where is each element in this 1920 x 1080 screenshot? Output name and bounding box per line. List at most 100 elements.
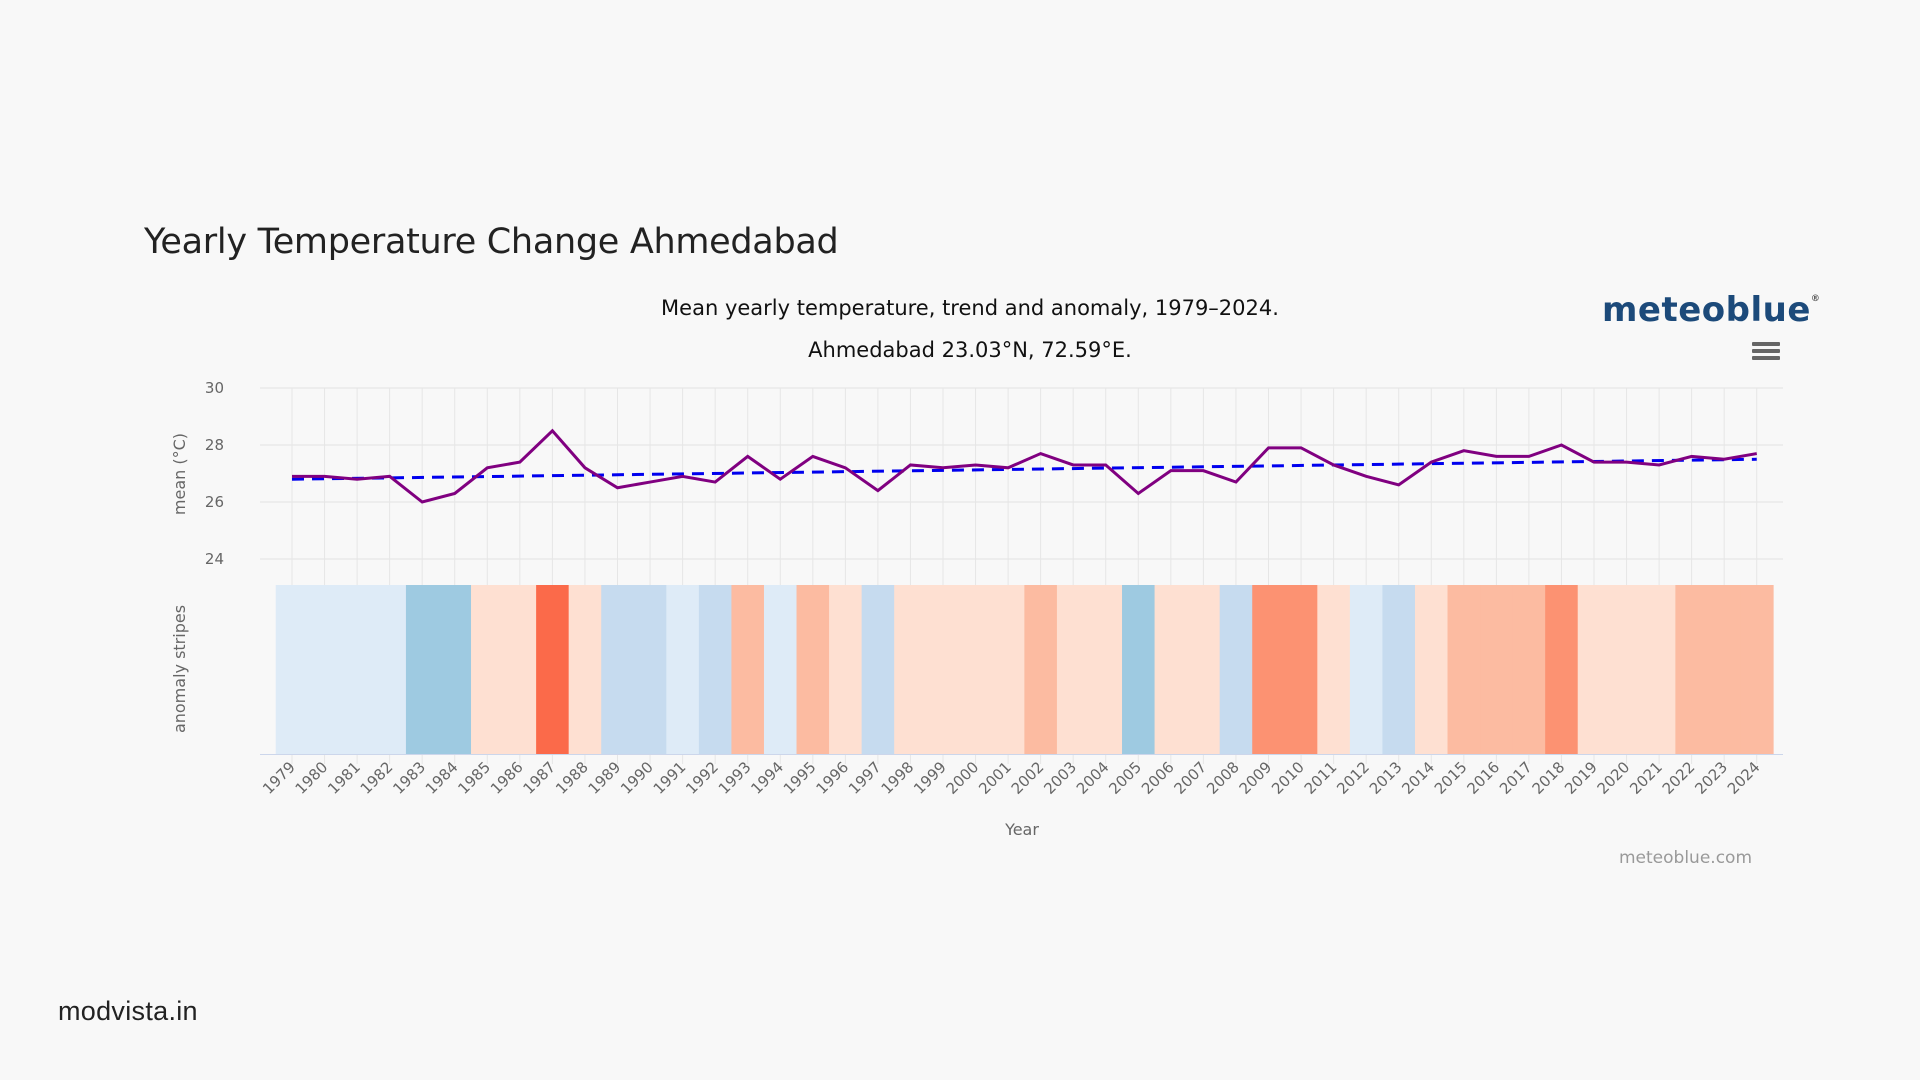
x-tick-label: 2003 <box>1040 758 1080 798</box>
anomaly-stripe-2017 <box>1512 585 1546 754</box>
x-tick-label: 2007 <box>1170 758 1210 798</box>
x-tick-label: 2010 <box>1268 758 1308 798</box>
x-tick-label: 1984 <box>422 758 462 798</box>
hamburger-menu-icon[interactable] <box>1752 340 1780 364</box>
x-tick-label: 2023 <box>1691 758 1731 798</box>
x-tick-label: 2022 <box>1659 758 1699 798</box>
anomaly-stripe-2007 <box>1187 585 1221 754</box>
stripes-axis-title: anomaly stripes <box>170 605 189 733</box>
mean-temperature-line <box>292 428 1758 504</box>
series-lines <box>291 428 1758 504</box>
x-tick-label: 2015 <box>1431 758 1471 798</box>
anomaly-stripe-2008 <box>1219 585 1253 754</box>
x-tick-label: 1998 <box>878 758 918 798</box>
x-tick-label: 2004 <box>1073 758 1113 798</box>
x-tick-label: 1986 <box>487 758 527 798</box>
anomaly-stripe-2001 <box>991 585 1025 754</box>
x-tick-label: 2024 <box>1724 758 1764 798</box>
x-tick-label: 1980 <box>292 758 332 798</box>
x-tick-label: 1981 <box>324 758 364 798</box>
x-tick-label: 2005 <box>1105 758 1145 798</box>
x-tick-label: 2012 <box>1333 758 1373 798</box>
source-credit-link[interactable]: meteoblue.com <box>1619 848 1753 868</box>
page-title: Yearly Temperature Change Ahmedabad <box>144 222 839 262</box>
x-tick-label: 1999 <box>910 758 950 798</box>
x-tick-label: 2014 <box>1398 758 1438 798</box>
anomaly-stripe-2020 <box>1610 585 1644 754</box>
anomaly-stripe-2003 <box>1056 585 1091 754</box>
anomaly-stripe-2016 <box>1480 585 1514 754</box>
anomaly-stripe-2000 <box>959 585 993 754</box>
x-tick-label: 1982 <box>357 758 397 798</box>
x-tick-label: 1990 <box>617 758 657 798</box>
anomaly-stripe-1997 <box>861 585 895 754</box>
anomaly-stripe-2023 <box>1707 585 1742 754</box>
x-tick-label: 2016 <box>1463 758 1503 798</box>
y-tick-label: 28 <box>205 436 224 454</box>
anomaly-stripe-2024 <box>1740 585 1774 754</box>
chart-title: Mean yearly temperature, trend and anoma… <box>661 296 1279 320</box>
anomaly-stripe-2012 <box>1349 585 1384 754</box>
x-tick-label: 2018 <box>1529 758 1569 798</box>
y-tick-label: 30 <box>205 379 224 397</box>
x-tick-label: 1989 <box>585 758 625 798</box>
anomaly-stripe-1979 <box>275 585 309 754</box>
anomaly-stripe-2009 <box>1252 585 1286 754</box>
anomaly-stripe-2018 <box>1545 585 1579 754</box>
anomaly-stripe-1995 <box>796 585 830 754</box>
x-tick-label: 2013 <box>1366 758 1406 798</box>
anomaly-stripe-2006 <box>1154 585 1188 754</box>
anomaly-stripe-1984 <box>438 585 472 754</box>
x-tick-label: 2009 <box>1236 758 1276 798</box>
menu-bar <box>1752 342 1780 346</box>
x-tick-label: 2021 <box>1626 758 1666 798</box>
y-tick-label: 26 <box>205 493 224 511</box>
x-tick-label: 1988 <box>552 758 592 798</box>
x-tick-label: 1991 <box>650 758 690 798</box>
trend-line <box>291 457 1757 481</box>
anomaly-stripe-1990 <box>633 585 667 754</box>
x-tick-label: 2019 <box>1561 758 1601 798</box>
anomaly-stripe-1986 <box>503 585 537 754</box>
anomaly-stripe-1992 <box>698 585 733 754</box>
anomaly-stripe-1989 <box>601 585 635 754</box>
x-tick-label: 2006 <box>1138 758 1178 798</box>
meteoblue-logo[interactable]: meteoblue® <box>1602 290 1820 330</box>
x-tick-label: 2017 <box>1496 758 1536 798</box>
x-tick-label: 1996 <box>812 758 852 798</box>
anomaly-stripe-2004 <box>1089 585 1123 754</box>
anomaly-stripe-2010 <box>1284 585 1318 754</box>
chart-subtitle: Ahmedabad 23.03°N, 72.59°E. <box>808 338 1132 362</box>
y-tick-label: 24 <box>205 550 224 568</box>
anomaly-stripe-1998 <box>894 585 928 754</box>
anomaly-stripe-2021 <box>1642 585 1676 754</box>
y-axis-title: mean (°C) <box>170 433 189 515</box>
logo-text: meteoblue <box>1602 290 1811 330</box>
menu-bar <box>1752 349 1780 353</box>
x-tick-label: 2000 <box>943 758 983 798</box>
x-tick-label: 2011 <box>1301 758 1341 798</box>
x-tick-label: 2020 <box>1594 758 1634 798</box>
anomaly-stripe-1993 <box>731 585 765 754</box>
x-tick-label: 1985 <box>454 758 494 798</box>
registered-mark: ® <box>1810 294 1821 304</box>
x-tick-label: 1995 <box>780 758 820 798</box>
x-tick-label: 2002 <box>1008 758 1048 798</box>
x-tick-label: 1983 <box>389 758 429 798</box>
anomaly-stripe-2022 <box>1675 585 1709 754</box>
anomaly-stripe-2005 <box>1122 585 1156 754</box>
x-tick-label: 1997 <box>845 758 885 798</box>
anomaly-stripe-1988 <box>568 585 602 754</box>
x-tick-label: 1979 <box>259 758 299 798</box>
footer-watermark: modvista.in <box>58 996 198 1026</box>
anomaly-stripe-2013 <box>1382 585 1416 754</box>
anomaly-stripes <box>275 585 1774 754</box>
anomaly-stripe-2011 <box>1317 585 1351 754</box>
x-tick-label: 2001 <box>975 758 1015 798</box>
x-axis-title: Year <box>1004 820 1039 839</box>
anomaly-stripe-2002 <box>1024 585 1058 754</box>
anomaly-stripe-1996 <box>829 585 863 754</box>
anomaly-stripe-1987 <box>536 585 570 754</box>
x-tick-label: 1992 <box>682 758 722 798</box>
